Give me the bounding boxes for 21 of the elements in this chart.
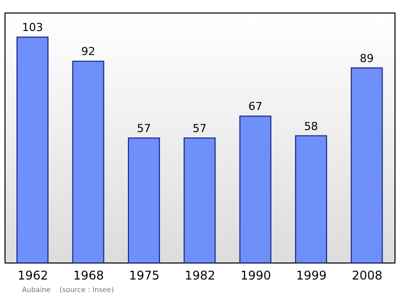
- x-tick-label: 1990: [240, 268, 271, 283]
- x-tick-label: 1999: [296, 268, 327, 283]
- bar: [72, 60, 104, 263]
- bar: [350, 67, 383, 263]
- data-label: 57: [192, 122, 207, 135]
- x-tick-label: 1962: [18, 268, 48, 283]
- data-label: 103: [22, 21, 43, 34]
- bar: [295, 135, 328, 263]
- bar: [239, 116, 272, 263]
- x-tick-label: 1975: [129, 268, 160, 283]
- data-label: 89: [360, 52, 374, 65]
- x-tick-label: 1982: [184, 268, 216, 283]
- x-tick-label: 2008: [352, 268, 382, 283]
- bar: [184, 138, 216, 263]
- bar: [128, 138, 160, 263]
- data-label: 58: [304, 120, 318, 133]
- bar: [16, 36, 48, 263]
- data-label: 57: [136, 122, 151, 135]
- data-label: 92: [81, 45, 96, 58]
- data-label: 67: [248, 100, 262, 114]
- x-tick-label: 1968: [73, 268, 104, 283]
